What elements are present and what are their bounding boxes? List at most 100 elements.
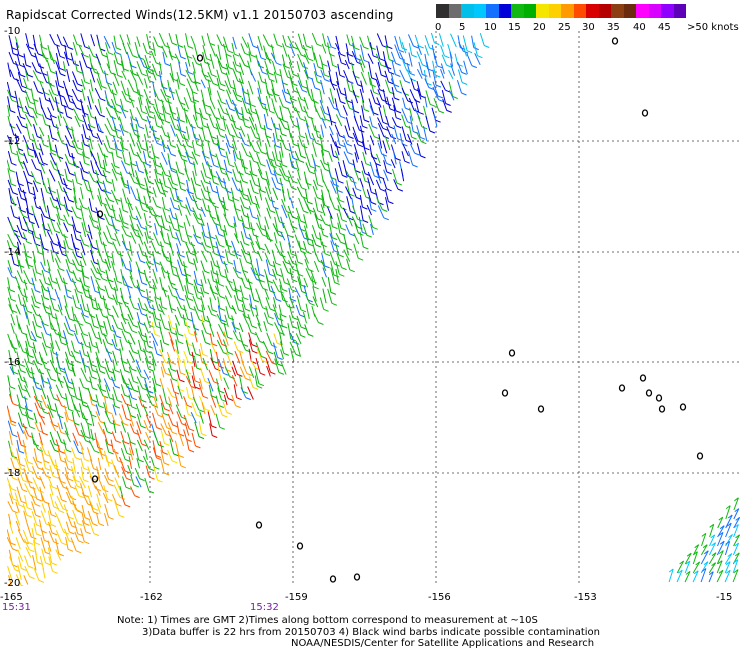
wind-barb xyxy=(20,116,26,120)
wind-barb xyxy=(114,233,121,247)
wind-barb xyxy=(86,66,92,70)
wind-barb xyxy=(305,303,310,320)
wind-barb xyxy=(269,110,275,114)
wind-barb xyxy=(115,440,121,444)
wind-barb xyxy=(385,60,390,73)
wind-barb xyxy=(60,370,66,374)
wind-barb xyxy=(214,222,220,226)
wind-barb xyxy=(21,125,28,129)
wind-barb xyxy=(176,411,183,424)
wind-barb xyxy=(297,33,303,49)
wind-barb xyxy=(133,181,140,185)
wind-barb xyxy=(89,475,97,489)
wind-barb xyxy=(12,510,18,514)
wind-barb xyxy=(16,196,22,211)
wind-barb xyxy=(153,159,158,174)
wind-barb xyxy=(87,510,94,524)
wind-barb xyxy=(174,188,179,200)
wind-barb xyxy=(82,358,87,373)
wind-barb xyxy=(12,498,18,502)
wind-barb xyxy=(12,192,18,196)
wind-barb xyxy=(152,340,158,355)
wind-barb xyxy=(78,495,85,499)
wind-barb xyxy=(241,107,245,119)
wind-barb xyxy=(28,46,35,50)
wind-barb xyxy=(168,368,173,380)
wind-barb xyxy=(18,97,24,112)
wind-barb xyxy=(406,69,412,80)
wind-barb xyxy=(74,313,79,324)
wind-barb xyxy=(143,439,150,450)
wind-barb xyxy=(90,160,95,173)
island-outline xyxy=(696,452,704,460)
wind-barb xyxy=(173,453,179,457)
color-swatch xyxy=(524,4,536,18)
wind-barb xyxy=(28,541,34,545)
wind-barb xyxy=(197,309,204,313)
wind-barb xyxy=(180,130,187,134)
wind-barb xyxy=(185,273,192,277)
wind-barb xyxy=(185,33,189,47)
wind-barb xyxy=(391,117,397,127)
wind-barb xyxy=(35,181,42,185)
wind-barb xyxy=(220,167,226,171)
wind-barb xyxy=(76,255,83,259)
wind-barb xyxy=(144,384,151,396)
wind-barb xyxy=(163,342,170,346)
wind-barb xyxy=(281,198,287,212)
wind-barb xyxy=(16,53,21,66)
wind-barb xyxy=(8,483,14,499)
wind-barb xyxy=(164,271,170,275)
wind-barb xyxy=(65,340,71,356)
wind-barb xyxy=(150,307,156,311)
wind-barb xyxy=(92,523,98,527)
wind-barb xyxy=(388,126,395,130)
wind-barb xyxy=(359,54,366,68)
wind-barb xyxy=(148,156,155,160)
wind-barb xyxy=(162,105,166,122)
wind-barb xyxy=(48,268,53,282)
wind-barb xyxy=(31,511,38,525)
wind-barb xyxy=(77,83,83,87)
wind-barb xyxy=(160,366,165,378)
wind-barb xyxy=(265,259,271,275)
wind-barb xyxy=(216,313,223,324)
wind-barb xyxy=(165,95,171,98)
wind-barb xyxy=(71,71,78,85)
wind-barb xyxy=(136,106,143,120)
wind-barb xyxy=(375,163,381,167)
wind-barb xyxy=(294,150,300,161)
wind-barb xyxy=(250,241,256,253)
wind-barb xyxy=(98,523,105,527)
wind-barb xyxy=(136,366,142,377)
wind-barb xyxy=(42,72,48,83)
wind-barb xyxy=(391,87,395,99)
wind-barb xyxy=(95,169,100,182)
wind-barb xyxy=(209,423,213,436)
wind-barb xyxy=(188,191,194,195)
wind-barb xyxy=(217,366,223,382)
wind-barb xyxy=(95,368,102,383)
wind-barb xyxy=(90,243,93,255)
wind-barb xyxy=(83,275,90,279)
wind-barb xyxy=(47,404,54,418)
wind-barb xyxy=(367,53,374,65)
wind-barb xyxy=(215,224,220,235)
wind-barb xyxy=(148,237,154,241)
wind-barb xyxy=(281,314,287,318)
wind-barb xyxy=(98,447,104,460)
wind-barb xyxy=(189,307,195,311)
wind-barb xyxy=(693,570,699,575)
wind-barb xyxy=(168,160,172,171)
wind-barb xyxy=(250,332,257,336)
wind-barb xyxy=(39,34,43,48)
wind-barb xyxy=(177,357,181,373)
wind-barb xyxy=(152,268,158,284)
wind-barb xyxy=(123,209,129,213)
wind-barb xyxy=(382,153,387,164)
wind-barb xyxy=(335,268,339,283)
wind-barb xyxy=(51,115,57,119)
wind-barb xyxy=(342,207,349,219)
wind-barb xyxy=(55,530,62,543)
wind-barb xyxy=(407,150,414,166)
